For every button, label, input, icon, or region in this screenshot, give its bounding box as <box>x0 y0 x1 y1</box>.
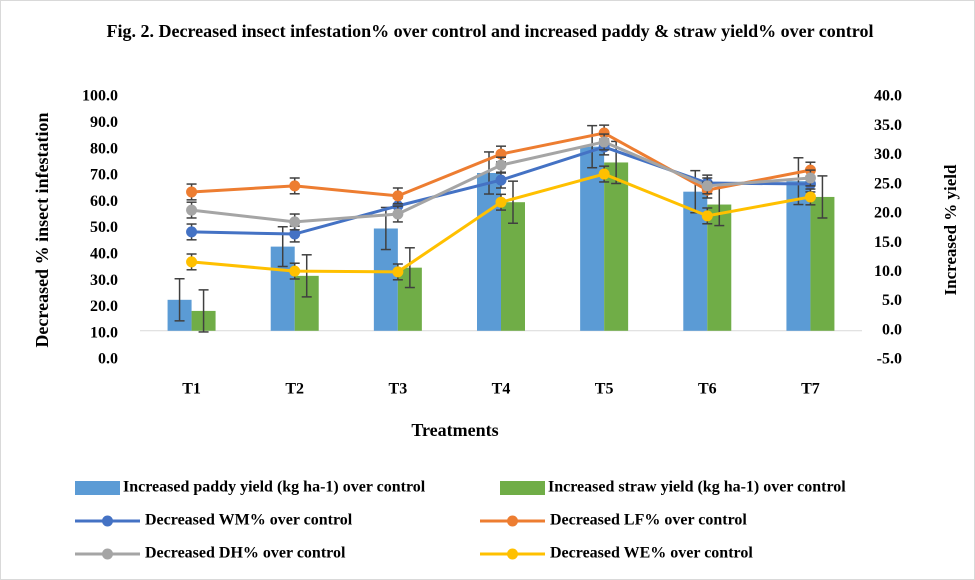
line-marker <box>186 204 198 216</box>
x-tick-label: T5 <box>595 381 614 398</box>
x-tick-label: T7 <box>801 381 820 398</box>
x-tick-label: T4 <box>492 381 511 398</box>
y2-axis-label: Increased % yield <box>941 164 960 296</box>
line-marker <box>598 127 610 139</box>
line-marker <box>495 196 507 208</box>
y-tick-label: 50.0 <box>90 219 118 236</box>
y2-tick-label: 30.0 <box>874 146 902 163</box>
line-marker <box>186 256 198 268</box>
legend-swatch <box>75 481 120 495</box>
bar-error <box>404 247 415 289</box>
line-marker <box>392 208 404 220</box>
y-tick-label: 100.0 <box>82 88 118 105</box>
legend-label: Increased straw yield (kg ha-1) over con… <box>548 479 846 496</box>
line-marker <box>186 226 198 238</box>
line-marker <box>804 172 816 184</box>
line-marker <box>701 180 713 192</box>
y2-tick-label: 20.0 <box>874 205 902 222</box>
line-marker <box>392 190 404 202</box>
legend-marker <box>507 515 518 527</box>
y-tick-label: 70.0 <box>90 167 118 184</box>
y-tick-label: 80.0 <box>90 140 118 157</box>
y2-tick-label: 10.0 <box>874 263 902 280</box>
y2-tick-label: 0.0 <box>882 321 902 338</box>
y-tick-label: 90.0 <box>90 114 118 131</box>
y2-tick-label: 5.0 <box>882 292 902 309</box>
line-marker <box>701 210 713 222</box>
y2-tick-label: 15.0 <box>874 234 902 251</box>
line-marker <box>804 191 816 203</box>
y2-tick-label: 35.0 <box>874 117 902 134</box>
line-marker <box>289 228 301 240</box>
bar <box>810 196 835 331</box>
line-marker <box>289 216 301 228</box>
bar-error <box>301 254 312 298</box>
legend-marker <box>102 548 113 560</box>
legend-label: Decreased WM% over control <box>145 512 353 529</box>
bar-error <box>817 175 828 219</box>
y-tick-label: 10.0 <box>90 324 118 341</box>
legend-label: Decreased WE% over control <box>550 545 753 562</box>
y-tick-label: 30.0 <box>90 272 118 289</box>
legend-label: Decreased LF% over control <box>550 512 747 529</box>
bar-error <box>174 278 185 322</box>
y2-tick-label: -5.0 <box>877 351 902 368</box>
x-tick-label: T3 <box>389 381 408 398</box>
bar <box>786 181 811 331</box>
x-tick-label: T1 <box>182 381 201 398</box>
y-tick-label: 60.0 <box>90 193 118 210</box>
line-marker <box>289 180 301 192</box>
y-tick-label: 20.0 <box>90 298 118 315</box>
y-tick-label: 40.0 <box>90 245 118 262</box>
y2-tick-label: 40.0 <box>874 88 902 105</box>
bar-error <box>587 124 598 169</box>
legend-label: Decreased DH% over control <box>145 545 346 562</box>
line-marker <box>495 174 507 186</box>
bar-error <box>198 289 209 333</box>
legend-marker <box>507 548 518 560</box>
line-marker <box>495 159 507 171</box>
bar-error <box>793 157 804 206</box>
x-tick-label: T2 <box>285 381 304 398</box>
bar <box>604 162 629 331</box>
line-marker <box>392 266 404 278</box>
line-marker <box>186 186 198 198</box>
y-tick-label: 0.0 <box>98 351 118 368</box>
legend-marker <box>102 515 113 527</box>
legend-swatch <box>500 481 545 495</box>
line-marker <box>289 265 301 277</box>
y-axis-label: Decreased % insect infestation <box>32 112 52 347</box>
bar-error <box>508 180 518 224</box>
x-axis-label: Treatments <box>411 420 498 440</box>
line-marker <box>598 168 610 180</box>
bar <box>477 172 501 331</box>
chart-title: Fig. 2. Decreased insect infestation% ov… <box>106 21 874 41</box>
line-marker <box>598 136 610 148</box>
y2-tick-label: 25.0 <box>874 175 902 192</box>
legend-label: Increased paddy yield (kg ha-1) over con… <box>123 479 426 496</box>
x-tick-label: T6 <box>698 381 717 398</box>
